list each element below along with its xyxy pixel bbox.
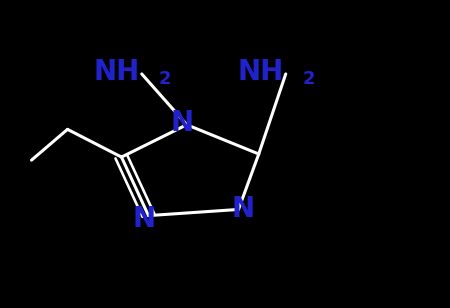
Text: NH: NH [93,59,140,86]
Text: 2: 2 [159,71,171,88]
Text: N: N [171,109,194,137]
Text: N: N [231,196,255,223]
Text: 2: 2 [303,71,315,88]
Text: NH: NH [237,59,284,86]
Text: N: N [132,205,156,233]
